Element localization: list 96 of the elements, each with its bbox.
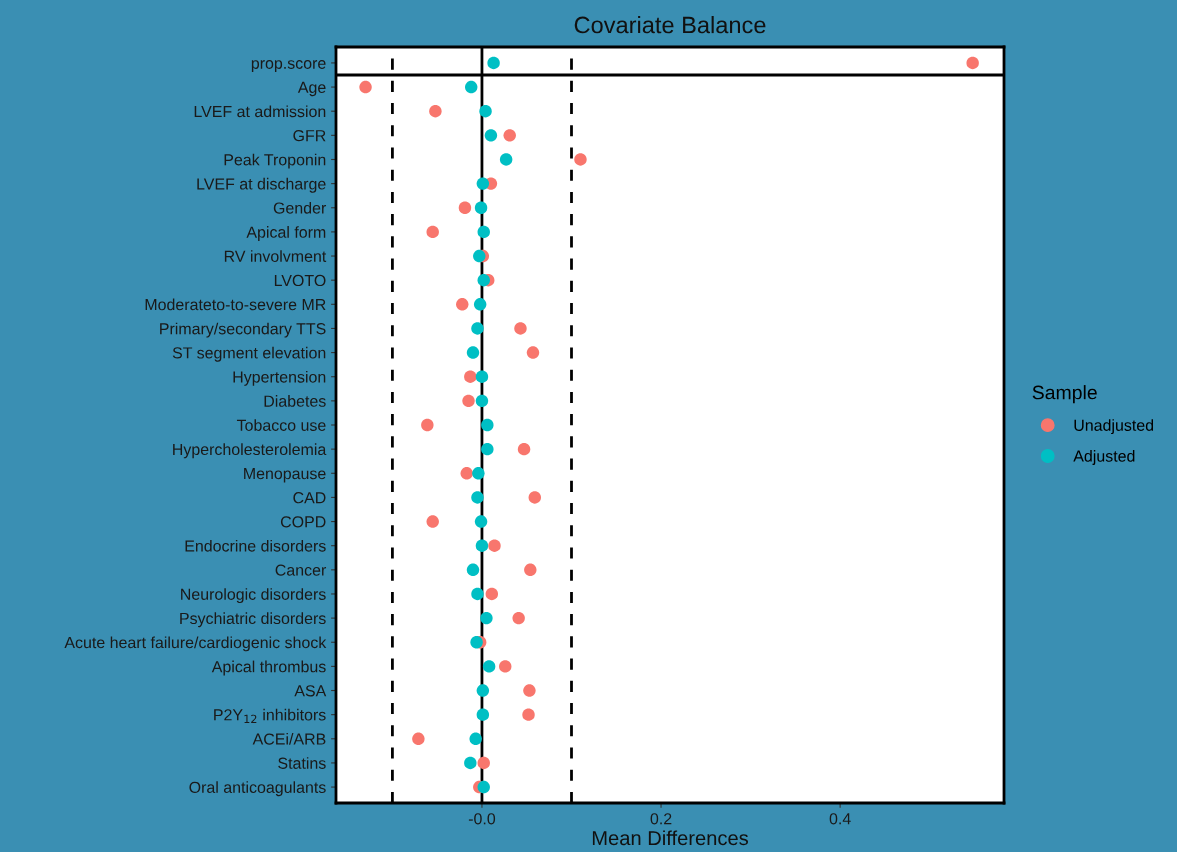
point	[458, 201, 472, 214]
legend-label: Unadjusted	[1074, 419, 1154, 435]
y-tick-label: RV involvment	[224, 250, 327, 262]
point	[479, 105, 492, 118]
y-tick-label: Acute heart failure/cardiogenic shock	[64, 636, 327, 652]
point	[477, 780, 490, 794]
point	[471, 587, 484, 601]
point	[475, 394, 489, 408]
point	[476, 684, 490, 697]
point	[484, 129, 498, 142]
chart-title: Covariate Balance	[574, 16, 766, 34]
point	[523, 684, 536, 697]
y-tick-label: Diabetes	[264, 395, 326, 407]
x-tick-label: 0.2	[650, 813, 672, 825]
point	[426, 515, 439, 528]
point	[499, 660, 512, 673]
y-tick-label: ACEi/ARB	[252, 733, 326, 745]
point	[522, 708, 535, 721]
point	[429, 105, 442, 118]
point	[470, 636, 483, 649]
point	[460, 467, 473, 480]
y-tick-label: Primary/secondary TTS	[160, 322, 326, 338]
point	[524, 563, 537, 577]
y-tick-label: ST segment elevation	[172, 346, 326, 362]
point	[477, 756, 490, 770]
point	[465, 80, 478, 94]
point	[475, 539, 489, 552]
point	[503, 129, 516, 142]
y-tick-label: Apical form	[246, 226, 326, 241]
point	[456, 298, 469, 311]
point	[966, 56, 979, 70]
y-tick-label: GFR	[293, 129, 326, 142]
point	[474, 515, 488, 528]
point	[574, 153, 587, 166]
y-tick-label: Cancer	[275, 564, 327, 576]
y-tick-label: ASA	[294, 685, 327, 697]
point	[488, 539, 501, 552]
point	[477, 273, 490, 287]
y-tick-label: Peak Troponin	[224, 153, 326, 169]
point	[476, 708, 490, 721]
point	[359, 80, 372, 94]
y-tick-label: Menopause	[244, 468, 326, 483]
y-tick-label: Neurologic disorders	[181, 588, 326, 604]
y-tick-label: Hypertension	[233, 370, 326, 386]
point	[512, 611, 525, 625]
y-tick-label: Hypercholesterolemia	[173, 443, 327, 459]
point	[473, 249, 486, 263]
y-tick-label: LVEF at discharge	[197, 177, 326, 193]
point	[473, 298, 487, 311]
y-tick-label: LVEF at admission	[194, 105, 326, 118]
point	[517, 442, 531, 456]
y-tick-label: Oral anticoagulants	[189, 781, 326, 797]
y-tick-label: Statins	[278, 757, 326, 769]
point	[471, 491, 484, 504]
y-tick-label: Gender	[273, 201, 327, 214]
y-tick-label: COPD	[280, 516, 326, 528]
point	[481, 418, 494, 432]
y-tick-label: prop.score	[251, 60, 326, 73]
y-tick-label: CAD	[293, 492, 326, 504]
point	[481, 442, 494, 456]
point	[421, 418, 434, 432]
y-tick-label: Apical thrombus	[211, 660, 326, 676]
point	[476, 177, 490, 190]
x-tick-label: 0.4	[829, 813, 851, 825]
point	[469, 732, 482, 745]
point	[482, 660, 496, 673]
point	[480, 611, 493, 625]
point	[426, 225, 439, 239]
point	[499, 153, 513, 166]
point	[514, 322, 527, 335]
point	[472, 467, 485, 480]
x-tick-label: -0.0	[468, 813, 496, 825]
point	[466, 563, 480, 577]
y-tick-label: P2Y$_{12}$ inhibitors	[214, 708, 326, 723]
x-axis-title: Mean Differences	[592, 830, 749, 846]
point	[528, 491, 541, 504]
y-tick-label: Psychiatric disorders	[180, 612, 326, 628]
point	[466, 346, 480, 359]
point	[471, 322, 484, 335]
point	[464, 370, 477, 383]
point	[412, 732, 425, 745]
legend-label: Adjusted	[1073, 450, 1135, 465]
legend-title: Sample	[1032, 385, 1097, 404]
point	[474, 201, 488, 214]
y-tick-label: Endocrine disorders	[185, 539, 326, 552]
point	[477, 225, 490, 239]
point	[462, 394, 475, 408]
y-tick-label: Age	[297, 81, 326, 97]
y-tick-label: Moderateto-to-severe MR	[145, 298, 326, 311]
y-tick-label: LVOTO	[274, 274, 326, 287]
point	[464, 756, 477, 770]
point	[487, 56, 500, 70]
y-tick-label: Tobacco use	[236, 419, 326, 431]
point	[485, 587, 499, 601]
point	[526, 346, 540, 359]
point	[475, 370, 489, 383]
